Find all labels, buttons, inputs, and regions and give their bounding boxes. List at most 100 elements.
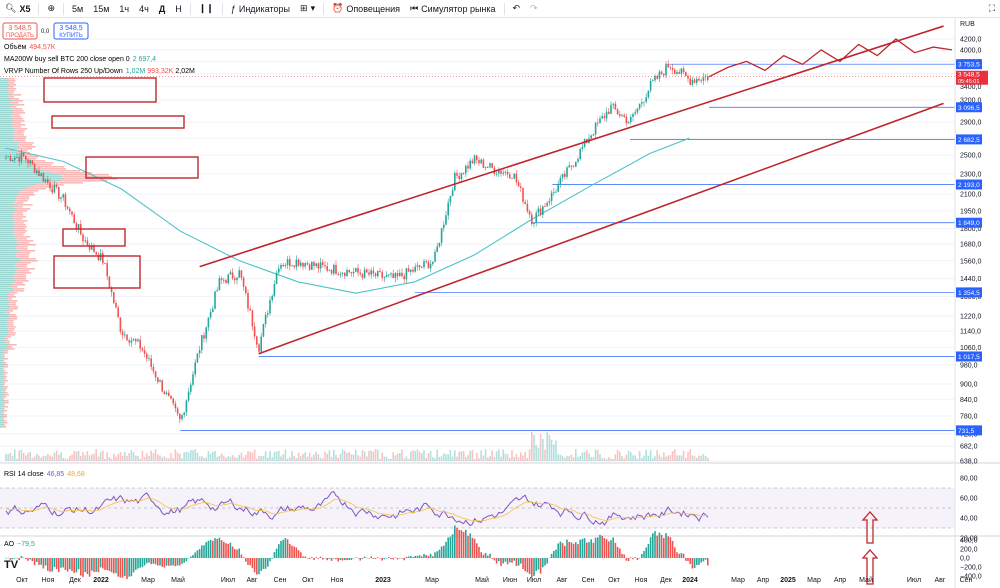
ao-bar bbox=[86, 558, 89, 575]
profile-bar-up bbox=[0, 312, 6, 314]
ao-bar bbox=[467, 535, 469, 558]
ao-bar bbox=[465, 529, 467, 558]
time-axis[interactable]: Окт Ноя Дек 2022 Мар Май Июл Авг Сен Окт Ноя 2023 Ма… bbox=[16, 576, 972, 584]
volume-bar bbox=[462, 451, 465, 461]
ao-legend[interactable]: AO −79,5 bbox=[4, 541, 35, 548]
trend-channel[interactable] bbox=[199, 25, 944, 355]
candle-body bbox=[150, 358, 152, 367]
profile-bar-down bbox=[3, 370, 6, 372]
profile-bar-down bbox=[15, 248, 28, 250]
volume-bar bbox=[520, 452, 522, 461]
volume-bar bbox=[555, 440, 557, 461]
alerts-button[interactable]: ⏰ Оповещения bbox=[332, 3, 401, 14]
volume-bar bbox=[537, 447, 540, 461]
candle-body bbox=[438, 243, 441, 247]
replay-button[interactable]: ⏮ Симулятор рынка bbox=[410, 3, 496, 14]
volume-bar bbox=[205, 457, 207, 461]
candle-body bbox=[636, 108, 639, 113]
ao-bar bbox=[568, 541, 570, 558]
price-axis[interactable]: 4200,04000,03800,03600,03400,03200,02900… bbox=[960, 37, 982, 581]
candle-body bbox=[220, 278, 223, 280]
symbol-search[interactable]: 🔍︎ X5 bbox=[5, 3, 31, 14]
volume-bar bbox=[614, 454, 617, 461]
profile-bar-up bbox=[0, 86, 8, 88]
ao-bar bbox=[559, 541, 562, 558]
volume-bar bbox=[249, 451, 251, 461]
ao-bar bbox=[493, 558, 496, 561]
candle-body bbox=[115, 302, 117, 308]
ao-bar bbox=[500, 558, 502, 566]
time-tick-label: Апр bbox=[757, 577, 769, 584]
ao-bar bbox=[663, 538, 665, 558]
tradingview-logo-icon[interactable]: TV bbox=[4, 559, 19, 571]
profile-bar-down bbox=[9, 316, 18, 318]
indicators-button[interactable]: ƒ Индикаторы bbox=[230, 3, 291, 14]
buy-button[interactable] bbox=[53, 22, 89, 40]
profile-bar-up bbox=[0, 292, 10, 294]
fullscreen-button[interactable]: ⛶ bbox=[984, 3, 1000, 14]
compare-button[interactable]: ⊕ bbox=[42, 3, 60, 14]
price-chart[interactable]: 4200,04000,03800,03600,03400,03200,02900… bbox=[0, 18, 1000, 588]
profile-bar-up bbox=[0, 216, 15, 218]
undo-button[interactable]: ↶ bbox=[508, 3, 526, 14]
ao-bar bbox=[599, 534, 601, 558]
interval-week[interactable]: Н bbox=[175, 3, 182, 14]
ao-bar bbox=[53, 558, 56, 567]
candle-body bbox=[121, 331, 124, 336]
ao-bar bbox=[29, 558, 31, 560]
profile-bar-down bbox=[13, 140, 26, 142]
ao-bar bbox=[245, 558, 247, 562]
candle-body bbox=[669, 67, 672, 69]
price-level-badge bbox=[956, 59, 982, 70]
ao-bar bbox=[289, 543, 291, 558]
interval-15m[interactable]: 15м bbox=[93, 3, 110, 14]
indicators-icon: ƒ bbox=[230, 3, 236, 14]
profile-bar-up bbox=[0, 190, 21, 192]
interval-day[interactable]: Д bbox=[158, 3, 166, 14]
time-tick-label: Мар bbox=[731, 577, 745, 584]
interval-1h[interactable]: 1ч bbox=[119, 3, 130, 14]
grid-icon: ⊞ bbox=[300, 3, 308, 13]
ao-bar bbox=[333, 558, 335, 559]
vrvp-legend[interactable]: VRVP Number Of Rows 250 Up/Down 1,02M 993,… bbox=[4, 68, 195, 75]
sell-button[interactable] bbox=[2, 22, 38, 40]
redo-button[interactable]: ↷ bbox=[525, 3, 543, 14]
volume-legend[interactable]: Объём 494,57K bbox=[4, 43, 56, 51]
interval-5m[interactable]: 5м bbox=[72, 3, 84, 14]
profile-bar-up bbox=[0, 368, 3, 370]
volume-bar bbox=[702, 453, 705, 461]
profile-bar-up bbox=[0, 124, 14, 126]
profile-bar-down bbox=[17, 144, 33, 146]
volume-bar bbox=[227, 456, 229, 461]
profile-bar-up bbox=[0, 218, 13, 220]
layout-button[interactable]: ⊞ ▾ bbox=[295, 3, 320, 14]
volume-bar bbox=[403, 458, 405, 461]
ao-bar bbox=[7, 557, 9, 559]
ao-bar bbox=[209, 539, 212, 558]
volume-bar bbox=[553, 444, 555, 461]
profile-bar-down bbox=[14, 224, 26, 226]
volume-bar bbox=[665, 456, 667, 461]
volume-bar bbox=[324, 451, 326, 461]
separator bbox=[189, 2, 191, 15]
rsi-legend[interactable]: RSI 14 close 46,85 48,68 bbox=[4, 471, 85, 478]
volume-bar bbox=[641, 458, 643, 461]
chart-type-button[interactable]: ❙❙ bbox=[194, 3, 219, 14]
volume-zone-rectangles[interactable] bbox=[43, 77, 199, 289]
candle-body bbox=[146, 353, 148, 359]
volume-bar bbox=[412, 450, 414, 461]
ao-bar bbox=[330, 558, 333, 561]
candle-body bbox=[696, 78, 698, 83]
profile-bar-down bbox=[29, 162, 54, 164]
ao-bar bbox=[51, 558, 53, 572]
candle-body bbox=[256, 336, 258, 345]
interval-4h[interactable]: 4ч bbox=[139, 3, 149, 14]
ao-bar bbox=[11, 558, 14, 560]
rsi-tick-label: 60,00 bbox=[960, 496, 978, 503]
ao-bar bbox=[47, 558, 49, 571]
profile-bar-up bbox=[0, 282, 13, 284]
profile-bar-down bbox=[6, 298, 12, 300]
candle-body bbox=[599, 118, 601, 124]
arrow-drawings[interactable] bbox=[861, 511, 879, 585]
